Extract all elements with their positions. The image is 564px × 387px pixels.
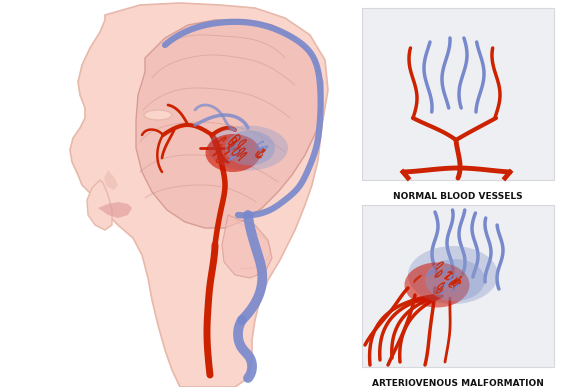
Text: ARTERIOVENOUS MALFORMATION: ARTERIOVENOUS MALFORMATION [372,379,544,387]
Ellipse shape [404,262,469,308]
Ellipse shape [144,110,172,120]
FancyBboxPatch shape [362,205,554,367]
Polygon shape [87,180,112,230]
Polygon shape [104,170,118,190]
Ellipse shape [208,125,288,171]
Polygon shape [98,202,132,218]
Ellipse shape [225,130,275,166]
Polygon shape [70,3,328,387]
FancyBboxPatch shape [362,8,554,180]
Polygon shape [136,20,323,228]
Polygon shape [222,215,272,278]
Ellipse shape [408,246,498,304]
Ellipse shape [205,134,261,172]
Text: NORMAL BLOOD VESSELS: NORMAL BLOOD VESSELS [393,192,523,201]
Ellipse shape [425,259,485,301]
